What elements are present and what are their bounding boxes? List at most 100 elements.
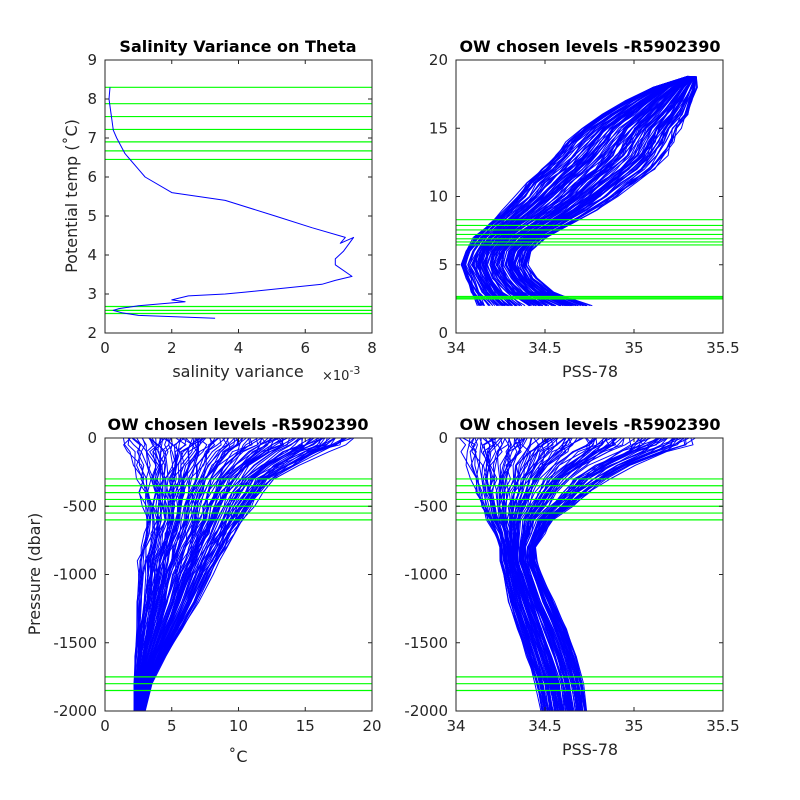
profile-line [520,437,608,712]
chart-title: Salinity Variance on Theta [119,37,356,56]
x-tick-label: 35.5 [706,717,739,735]
ticks: 34 34.5 35 35.5 0 5 10 15 20 [429,51,740,357]
x-tick-label: 35 [624,717,643,735]
profile-line [510,76,695,307]
panel-theta-salinity: 34 34.5 35 35.5 0 5 10 15 20 OW chosen levels -R… [429,37,740,381]
profile-line [143,437,326,712]
profile-line [486,437,547,712]
axis-box [455,59,724,334]
y-tick-label: -1500 [53,634,97,652]
profile-line [524,76,697,307]
plot-area [104,59,373,334]
profile-line [473,75,690,306]
x-tick-label: 2 [167,339,177,357]
profile-line [138,437,228,712]
x-tick-label: 8 [367,339,377,357]
profile-series [459,437,696,712]
profile-line [467,75,689,307]
panel-pressure-temperature: 0 5 10 15 20 -2000 -1500 -1000 -500 0 OW chosen l… [25,415,382,766]
axis-box [455,437,724,712]
profile-line [141,437,284,712]
y-tick-label: 0 [438,324,448,342]
y-tick-label: -1000 [53,566,97,584]
y-tick-label: 10 [429,188,448,206]
profile-line [481,75,691,307]
profile-line [139,437,247,712]
profile-line [136,437,182,712]
axis-box [104,59,373,334]
y-tick-label: 0 [87,429,97,447]
x-tick-label: 15 [296,717,315,735]
profile-line [139,437,250,712]
y-tick-label: 15 [429,119,448,137]
y-tick-label: 4 [87,246,97,264]
x-tick-label: 6 [300,339,310,357]
profile-series [122,437,355,712]
profile-line [472,75,690,307]
chart-title: OW chosen levels -R5902390 [459,37,720,56]
profile-line [142,437,301,712]
profile-line [510,437,559,712]
profile-line [522,76,697,307]
profile-line [524,437,618,712]
profile-line [485,75,692,307]
profile-line [139,437,262,712]
x-tick-label: 34 [446,717,465,735]
chart-title: OW chosen levels -R5902390 [459,415,720,434]
profile-line [137,437,208,712]
profile-line [135,437,169,712]
x-axis-label: ˚C [228,747,247,766]
y-tick-label: 5 [438,256,448,274]
y-tick-label: 0 [438,429,448,447]
y-tick-label: 6 [87,168,97,186]
variance-series [108,87,355,319]
chosen-levels [105,86,372,315]
profile-line [516,437,584,712]
profile-line [492,437,549,712]
y-tick-label: 9 [87,51,97,69]
profile-line [137,437,206,712]
chart-title: OW chosen levels -R5902390 [107,415,368,434]
y-tick-label: 8 [87,90,97,108]
profile-line [138,437,222,712]
profile-line [513,437,561,712]
x-tick-label: 35 [624,339,643,357]
profile-line [127,437,149,712]
y-tick-label: -1500 [404,634,448,652]
profile-line [139,437,244,712]
profile-line [478,437,545,712]
y-tick-label: 3 [87,285,97,303]
profile-line [462,437,544,712]
x-tick-label: 34.5 [528,339,561,357]
y-tick-label: -2000 [53,702,97,720]
profile-series [460,75,698,307]
x-tick-label: 35.5 [706,339,739,357]
x-tick-label: 5 [167,717,177,735]
profile-line [137,437,200,712]
x-tick-label: 0 [100,717,110,735]
x-tick-label: 10 [229,717,248,735]
profile-line [135,437,158,712]
profile-line [527,437,651,712]
profile-line [532,437,679,712]
x-axis-label: PSS-78 [562,362,618,381]
x-tick-label: 20 [362,717,381,735]
ticks: 0 5 10 15 20 -2000 -1500 -1000 -500 0 [53,429,381,735]
y-axis-label: Potential temp (˚C) [62,119,81,273]
y-tick-label: -500 [414,497,448,515]
profile-line [135,437,170,712]
x-axis-exponent: ×10-3 [322,364,360,384]
profile-line [504,76,695,307]
chosen-levels [456,219,723,300]
profile-line [533,437,684,712]
x-axis-label: salinity variance [172,362,303,381]
series-line-0 [108,87,355,319]
profile-line [533,437,684,712]
x-axis-exponent-base: ×10 [322,369,349,384]
profile-line [140,437,264,712]
y-tick-label: -2000 [404,702,448,720]
y-tick-label: 2 [87,324,97,342]
